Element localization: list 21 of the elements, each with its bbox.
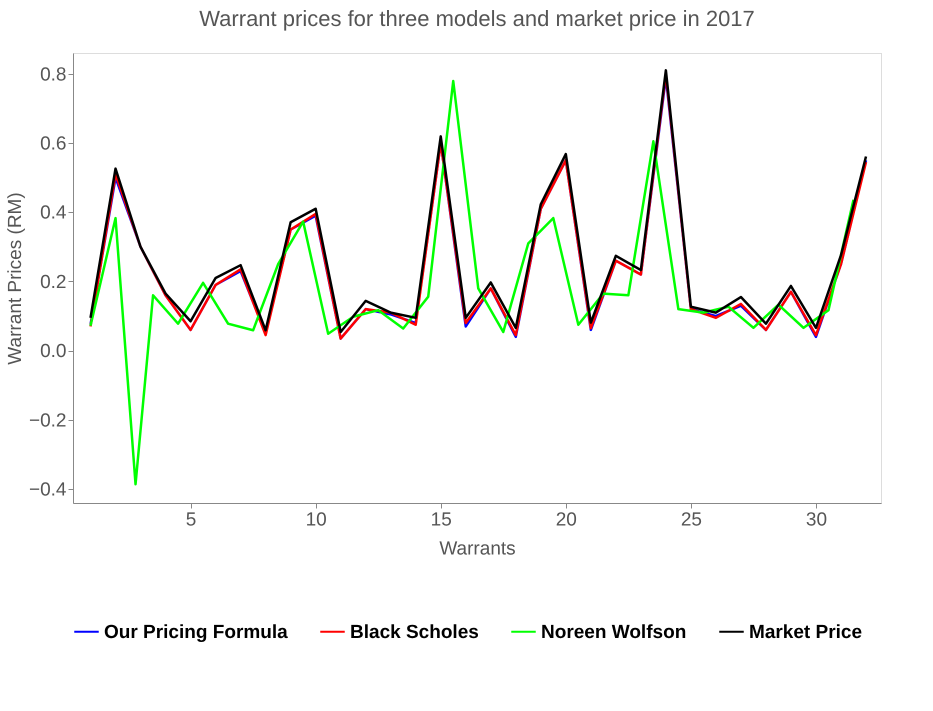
y-tick-label: 0.4: [40, 202, 67, 224]
legend-label: Market Price: [749, 622, 862, 643]
line-series: [89, 80, 855, 486]
y-tick-label: 0.0: [40, 341, 66, 362]
x-axis-title: Warrants: [439, 538, 516, 560]
y-tick-label: 0.6: [40, 134, 66, 154]
y-axis-title: Warrant Prices (RM): [4, 192, 26, 365]
y-tick-label: −0.4: [28, 480, 67, 501]
x-tick-label: 5: [186, 510, 196, 530]
x-tick-label: 20: [556, 510, 577, 530]
y-tick-label: 0.8: [40, 64, 66, 86]
legend-label: Black Scholes: [350, 622, 479, 643]
x-tick-label: 10: [306, 510, 327, 530]
legend-label: Noreen Wolfson: [541, 622, 686, 643]
chart-title: Warrant prices for three models and market price in 2017: [199, 6, 755, 31]
x-tick-label: 15: [430, 510, 452, 530]
legend-label: Our Pricing Formula: [104, 622, 288, 643]
x-tick-label: 25: [680, 510, 702, 530]
x-tick-label: 30: [806, 510, 828, 530]
y-tick-label: −0.2: [28, 410, 66, 432]
y-tick-label: 0.2: [40, 272, 66, 293]
